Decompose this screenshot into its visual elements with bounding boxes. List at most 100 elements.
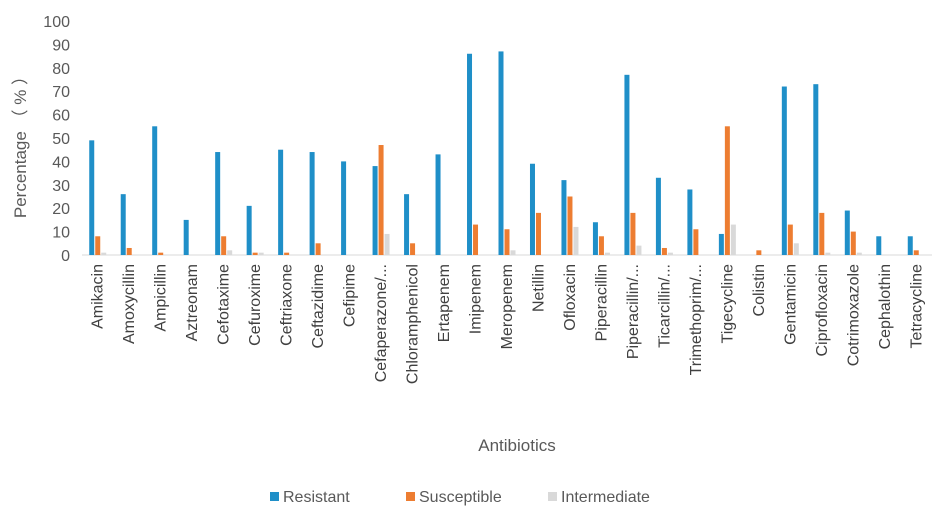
category-label: Cefaperazone/...	[373, 264, 390, 382]
bar-resistant	[781, 86, 787, 256]
legend-label-resistant: Resistant	[283, 489, 350, 506]
bar-susceptible	[221, 236, 227, 255]
bar-susceptible	[504, 229, 510, 255]
y-tick-label: 60	[52, 108, 70, 125]
bar-resistant	[341, 161, 347, 255]
y-tick-label: 20	[52, 201, 70, 218]
bar-susceptible	[630, 212, 636, 255]
bar-intermediate	[730, 224, 736, 255]
bar-resistant	[246, 205, 252, 255]
bar-resistant	[718, 233, 724, 255]
category-label: Amoxycillin	[121, 264, 138, 344]
bar-intermediate	[667, 252, 673, 255]
bar-intermediate	[856, 252, 862, 255]
category-label: Ciprofloxacin	[814, 264, 831, 356]
bar-resistant	[561, 180, 567, 255]
category-label: Amikacin	[90, 264, 107, 329]
category-label: Ampicillin	[153, 264, 170, 332]
category-label: Aztreonam	[184, 264, 201, 341]
category-label: Piperacillin	[593, 264, 610, 341]
bar-resistant	[278, 149, 284, 255]
bar-susceptible	[913, 250, 919, 255]
bar-susceptible	[315, 243, 321, 255]
bar-resistant	[687, 189, 693, 255]
bar-resistant	[435, 154, 441, 255]
bar-resistant	[498, 51, 504, 255]
bar-susceptible	[126, 247, 132, 255]
bar-susceptible	[850, 231, 856, 255]
bar-intermediate	[510, 250, 516, 255]
bar-susceptible	[473, 224, 479, 255]
category-label: Cefuroxime	[247, 264, 264, 346]
bar-intermediate	[825, 252, 831, 255]
legend-swatch-resistant	[270, 492, 279, 501]
bar-susceptible	[410, 243, 416, 255]
bar-susceptible	[252, 252, 258, 255]
category-label: Ofloxacin	[562, 264, 579, 331]
y-tick-label: 70	[52, 84, 70, 101]
bar-susceptible	[535, 212, 541, 255]
bar-resistant	[907, 236, 913, 255]
bar-resistant	[152, 126, 158, 255]
bar-resistant	[404, 194, 410, 255]
category-label: Cephalothin	[877, 264, 894, 349]
y-tick-label: 10	[52, 225, 70, 242]
bar-susceptible	[95, 236, 101, 255]
bar-resistant	[467, 53, 473, 256]
category-label: Colistin	[751, 264, 768, 316]
bar-susceptible	[158, 252, 164, 255]
category-label: Meropenem	[499, 264, 516, 349]
bar-susceptible	[693, 229, 699, 255]
y-tick-label: 50	[52, 131, 70, 148]
bar-intermediate	[227, 250, 233, 255]
legend-swatch-susceptible	[406, 492, 415, 501]
bar-susceptible	[724, 126, 730, 255]
category-label: Tigecycline	[719, 264, 736, 344]
bar-resistant	[183, 219, 189, 255]
category-labels: Amikacin Amoxycillin Ampicillin Aztreonam Ce…	[90, 264, 926, 384]
category-label: Ticarcillin/...	[656, 264, 673, 348]
category-label: Cefipime	[342, 264, 359, 327]
bar-resistant	[813, 84, 819, 256]
bar-intermediate	[604, 252, 610, 255]
bars-group	[89, 51, 919, 256]
bar-resistant	[624, 74, 630, 255]
bar-susceptible	[378, 145, 384, 255]
category-label: Ertapenem	[436, 264, 453, 342]
bar-susceptible	[819, 212, 825, 255]
y-tick-label: 90	[52, 37, 70, 54]
category-label: Trimethoprim/...	[688, 264, 705, 375]
bar-resistant	[120, 194, 126, 255]
category-label: Gentamicin	[782, 264, 799, 345]
bar-intermediate	[793, 243, 799, 255]
legend-swatch-intermediate	[548, 492, 557, 501]
bar-resistant	[309, 152, 315, 255]
y-tick-label: 40	[52, 154, 70, 171]
bar-susceptible	[598, 236, 604, 255]
category-label: Ceftazidime	[310, 264, 327, 349]
category-label: Tetracycline	[908, 264, 925, 349]
bar-resistant	[215, 152, 221, 255]
bar-susceptible	[661, 247, 667, 255]
category-label: Netillin	[530, 264, 547, 312]
bar-intermediate	[636, 245, 642, 255]
category-label: Piperacillin/...	[625, 264, 642, 359]
bar-susceptible	[284, 252, 290, 255]
y-axis-title: Percentage （ % ）	[11, 68, 30, 218]
bar-intermediate	[258, 252, 264, 255]
category-label: Ceftriaxone	[279, 264, 296, 346]
bar-resistant	[372, 166, 378, 255]
bar-intermediate	[101, 252, 107, 255]
bar-susceptible	[787, 224, 793, 255]
bar-resistant	[876, 236, 882, 255]
bar-resistant	[844, 210, 850, 255]
bar-susceptible	[756, 250, 762, 255]
legend-label-susceptible: Susceptible	[419, 489, 502, 506]
y-tick-label: 100	[43, 14, 70, 31]
category-label: Imipenem	[468, 264, 485, 334]
y-tick-label: 80	[52, 61, 70, 78]
category-label: Cefotaxime	[216, 264, 233, 345]
y-tick-label: 30	[52, 178, 70, 195]
bar-resistant	[89, 140, 95, 255]
